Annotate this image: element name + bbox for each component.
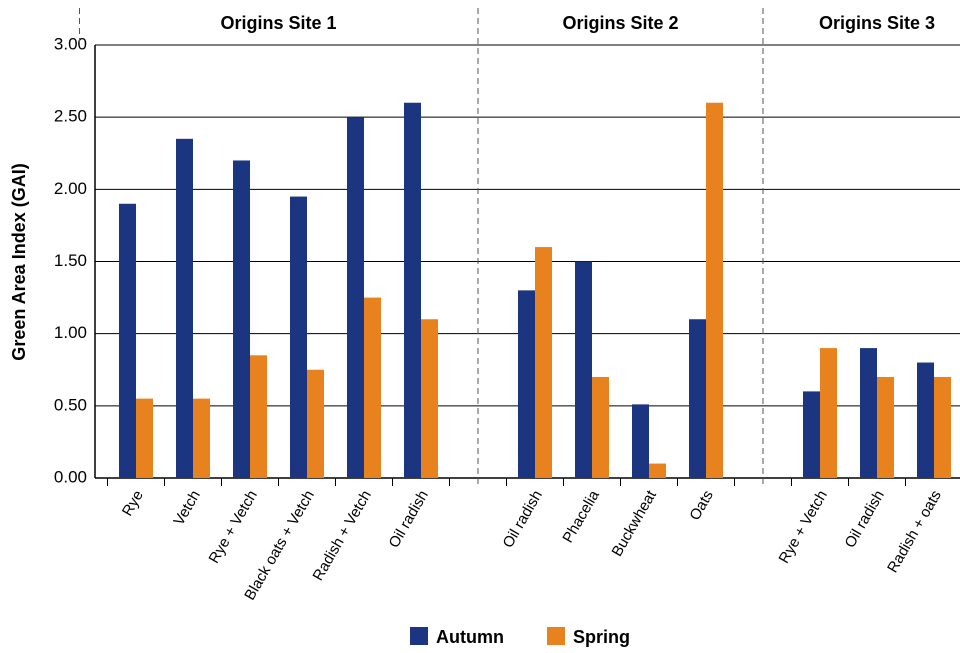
bar bbox=[592, 376, 609, 478]
legend-swatch bbox=[547, 627, 565, 645]
bar bbox=[119, 203, 136, 478]
bar bbox=[176, 138, 193, 479]
bar bbox=[290, 196, 307, 479]
bar bbox=[934, 376, 951, 478]
bar bbox=[860, 348, 877, 478]
bar bbox=[136, 398, 153, 478]
y-tick-label: 2.50 bbox=[54, 107, 87, 126]
bar bbox=[233, 160, 250, 478]
legend-swatch bbox=[410, 627, 428, 645]
bar bbox=[421, 319, 438, 478]
group-label: Origins Site 1 bbox=[220, 13, 336, 33]
y-tick-label: 0.50 bbox=[54, 395, 87, 414]
x-tick-label: Oats bbox=[686, 487, 717, 523]
bar bbox=[250, 355, 267, 478]
bar bbox=[820, 348, 837, 478]
bar bbox=[632, 404, 649, 478]
x-tick-label: Rye + Vetch bbox=[206, 487, 261, 566]
bar bbox=[364, 297, 381, 478]
x-tick-label: Oil radish bbox=[499, 487, 545, 550]
x-tick-label: Rye + Vetch bbox=[776, 487, 831, 566]
bar bbox=[347, 117, 364, 479]
bar bbox=[307, 369, 324, 478]
bar bbox=[193, 398, 210, 478]
group-label: Origins Site 3 bbox=[819, 13, 935, 33]
legend-label: Spring bbox=[573, 627, 630, 647]
x-tick-label: Vetch bbox=[170, 487, 203, 528]
x-tick-label: Oil radish bbox=[385, 487, 431, 550]
bar bbox=[689, 319, 706, 478]
x-tick-label: Rye bbox=[119, 487, 147, 519]
bar bbox=[649, 463, 666, 478]
group-label: Origins Site 2 bbox=[562, 13, 678, 33]
y-tick-label: 0.00 bbox=[54, 467, 87, 486]
y-tick-label: 1.00 bbox=[54, 323, 87, 342]
bar bbox=[877, 376, 894, 478]
bar bbox=[518, 290, 535, 478]
y-tick-label: 3.00 bbox=[54, 34, 87, 53]
x-tick-label: Buckwheat bbox=[608, 487, 660, 560]
y-tick-label: 2.00 bbox=[54, 179, 87, 198]
x-tick-label: Oil radish bbox=[841, 487, 887, 550]
x-tick-label: Radish + Vetch bbox=[310, 487, 375, 583]
y-tick-label: 1.50 bbox=[54, 251, 87, 270]
bar bbox=[917, 362, 934, 478]
bar bbox=[575, 261, 592, 478]
bar bbox=[535, 247, 552, 478]
legend-label: Autumn bbox=[436, 627, 504, 647]
x-tick-label: Radish + oats bbox=[884, 487, 945, 575]
x-tick-label: Phacelia bbox=[559, 487, 603, 546]
y-axis-label: Green Area Index (GAI) bbox=[9, 163, 29, 360]
bar bbox=[706, 102, 723, 478]
bar bbox=[803, 391, 820, 478]
bar bbox=[404, 102, 421, 478]
